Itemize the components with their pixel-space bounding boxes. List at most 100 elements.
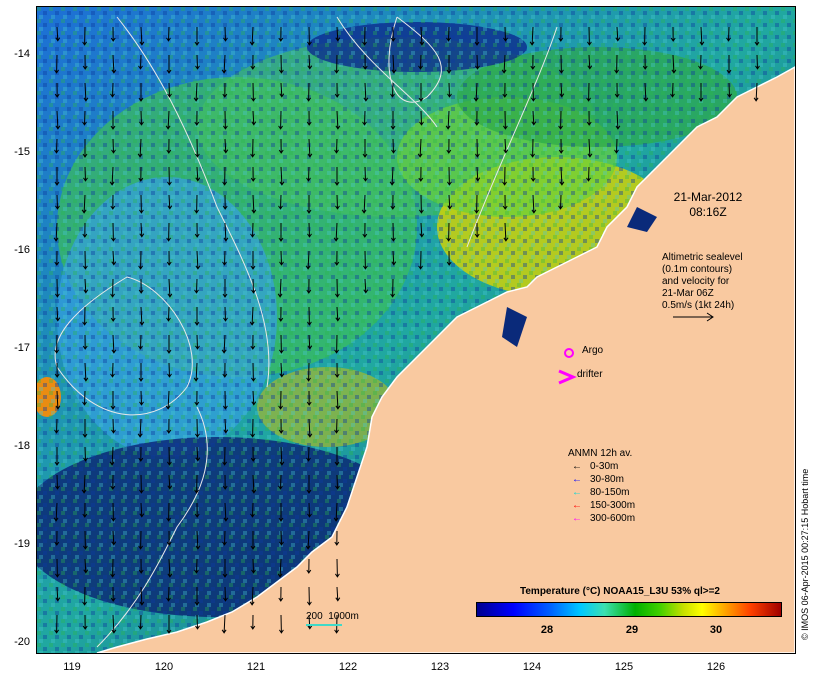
velocity-arrow [447,82,452,98]
velocity-arrow [138,250,144,270]
velocity-arrow [446,138,452,154]
velocity-arrow [306,166,311,182]
velocity-arrow [419,222,425,238]
velocity-arrow [279,250,284,266]
velocity-arrow [167,194,173,210]
velocity-arrow [389,166,395,186]
velocity-arrow [222,474,228,490]
velocity-arrow [138,334,143,350]
velocity-arrow [54,614,60,634]
anmn-item-label: 80-150m [590,487,630,498]
velocity-arrow [279,446,285,466]
velocity-arrow [307,138,313,158]
velocity-arrow [473,82,479,102]
velocity-arrow [139,390,144,406]
velocity-arrow [530,138,536,158]
velocity-arrow [138,614,143,630]
velocity-arrow [139,222,145,238]
velocity-scale-arrow [673,312,714,322]
velocity-arrow [251,474,257,494]
lon-tick-label: 123 [430,661,450,673]
velocity-arrow [334,250,340,266]
velocity-arrow [615,26,621,42]
velocity-arrow [221,614,227,634]
velocity-arrow [502,194,508,210]
velocity-arrow [223,26,228,42]
velocity-arrow [251,558,256,574]
velocity-arrow [54,138,59,154]
velocity-arrow [615,110,621,130]
velocity-arrow [501,54,507,74]
velocity-arrow [614,138,619,154]
arrow-left-icon: ← [572,461,582,472]
velocity-arrow [333,502,339,522]
velocity-arrow [278,418,284,434]
velocity-arrow [221,334,227,354]
velocity-arrow [54,334,60,354]
velocity-arrow [166,222,172,242]
velocity-arrow [278,54,284,74]
anmn-legend-title: ANMN 12h av. [568,448,633,459]
velocity-arrow [110,391,116,410]
depth-scale-line [306,624,342,626]
velocity-arrow [334,334,340,354]
velocity-arrow [277,558,283,578]
velocity-arrow [614,54,620,74]
velocity-arrow [166,250,172,266]
velocity-arrow [474,222,480,238]
velocity-arrow [138,54,143,70]
velocity-arrow [670,26,676,42]
velocity-arrow [166,446,172,466]
velocity-arrow [166,166,172,186]
velocity-arrow [110,586,116,602]
velocity-arrow [110,82,115,98]
colorbar-tick-label: 28 [540,624,554,636]
velocity-arrow [306,110,312,126]
velocity-arrow [250,54,256,70]
velocity-arrow [333,222,339,242]
velocity-arrow [559,82,565,98]
velocity-arrow [306,390,312,406]
velocity-arrow [110,26,116,42]
velocity-arrow [699,26,705,46]
anmn-item-label: 0-30m [590,461,619,472]
velocity-arrow [279,530,284,546]
velocity-arrow [642,26,648,46]
lat-tick-label: -15 [14,146,30,158]
velocity-arrow [55,110,61,130]
velocity-arrow [82,390,87,406]
velocity-arrow [503,222,509,242]
velocity-arrow [306,362,312,382]
velocity-arrow [54,362,60,378]
drifter-label: drifter [577,369,603,380]
velocity-arrow [334,558,340,578]
velocity-arrow [445,110,451,130]
velocity-arrow [249,586,255,606]
lat-tick-label: -20 [14,636,30,648]
velocity-arrow [559,166,565,186]
velocity-arrow [55,306,61,322]
velocity-arrow [698,83,704,102]
velocity-arrow [111,614,117,634]
anmn-legend-item: ← 150-300m [572,500,635,512]
velocity-arrow [530,54,536,70]
velocity-arrow [83,362,89,382]
velocity-arrow [111,530,117,546]
depth-scale-label: 200 1000m [306,611,359,622]
velocity-arrow [334,614,340,634]
velocity-arrow [474,194,480,214]
velocity-arrow [53,502,59,522]
altimetric-note: Altimetric sealevel (0.1m contours) and … [662,252,743,311]
velocity-arrow [278,390,284,410]
velocity-arrow [55,474,60,490]
velocity-arrow [446,250,452,266]
velocity-arrow [278,223,284,242]
velocity-arrow [110,111,116,130]
velocity-arrow [446,26,451,42]
velocity-arrow [306,278,312,294]
velocity-arrow [558,194,563,210]
velocity-arrow [475,166,481,182]
velocity-arrow [251,390,257,406]
velocity-arrow [446,55,452,74]
velocity-arrow [446,222,452,242]
